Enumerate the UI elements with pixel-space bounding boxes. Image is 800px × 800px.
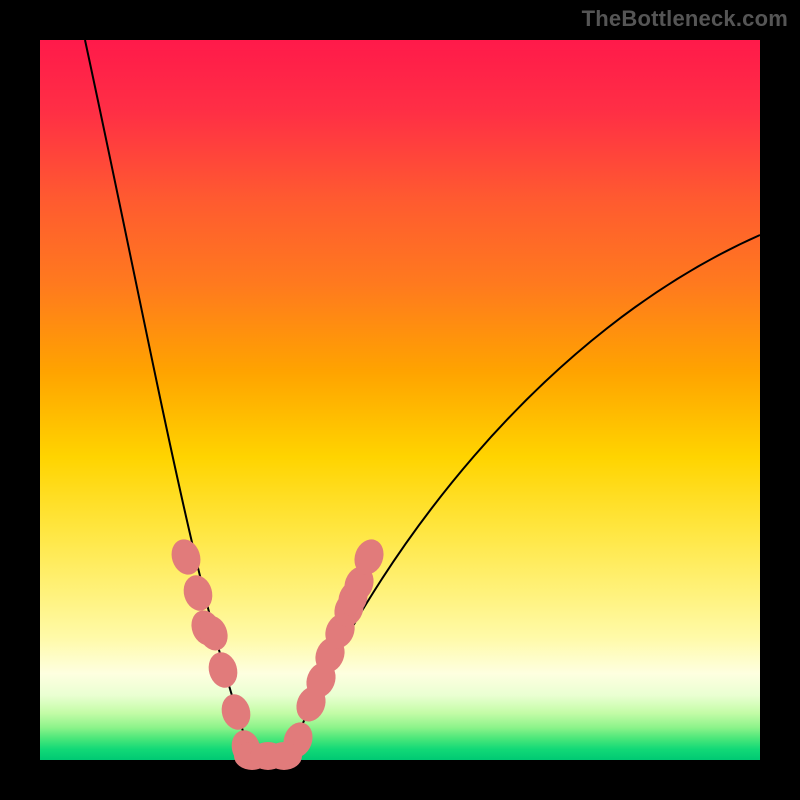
chart-svg — [0, 0, 800, 800]
data-marker — [266, 742, 302, 770]
plot-background — [40, 40, 760, 760]
chart-container: TheBottleneck.com — [0, 0, 800, 800]
watermark-text: TheBottleneck.com — [582, 6, 788, 32]
